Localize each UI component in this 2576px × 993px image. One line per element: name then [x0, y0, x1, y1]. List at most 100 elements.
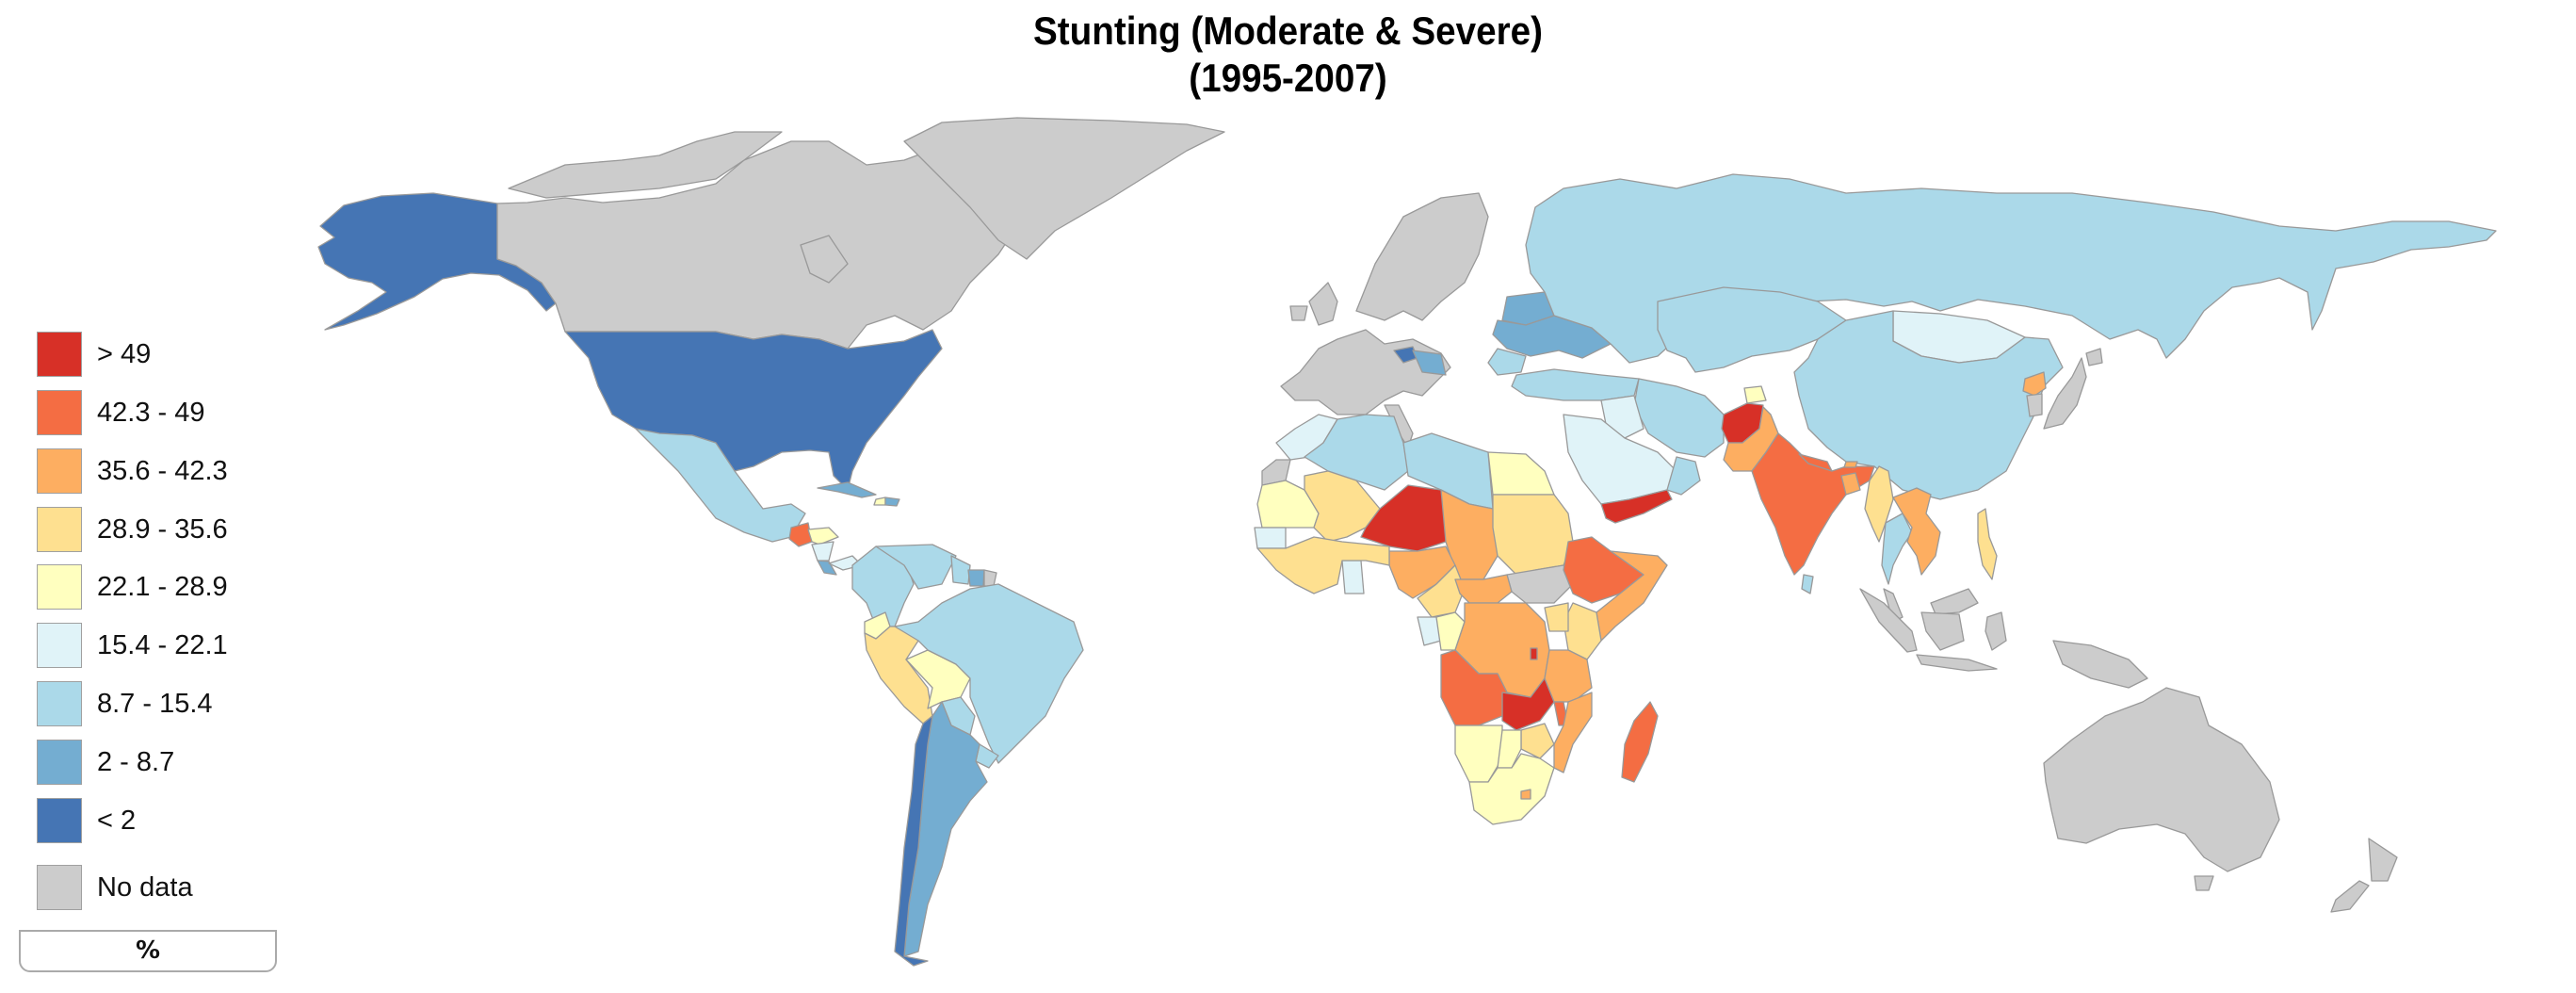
- region-australia: [2043, 687, 2280, 872]
- region-japan: [2043, 348, 2103, 430]
- region-madagascar: [1621, 701, 1659, 783]
- region-guyana: [950, 555, 971, 585]
- legend-swatch: [37, 564, 82, 610]
- region-papua-new-guinea: [2052, 640, 2148, 689]
- legend-swatch: [37, 865, 82, 910]
- region-turkey: [1511, 368, 1640, 401]
- legend-swatch: [37, 390, 82, 435]
- region-indonesia: [1859, 588, 2007, 672]
- legend-item-28-35: 28.9 - 35.6: [37, 507, 282, 554]
- legend-label: 35.6 - 42.3: [97, 456, 228, 486]
- legend-item-no-data: No data: [37, 865, 282, 912]
- legend-label: < 2: [97, 806, 137, 836]
- region-honduras: [807, 527, 839, 545]
- legend-swatch: [37, 681, 82, 726]
- title-line-2: (1995-2007): [1189, 56, 1387, 100]
- region-suriname: [967, 569, 985, 587]
- region-namibia: [1454, 724, 1503, 783]
- region-western-sahara: [1261, 459, 1291, 486]
- legend-item-42-49: 42.3 - 49: [37, 390, 282, 437]
- region-west-africa: [1256, 536, 1390, 594]
- legend-swatch: [37, 332, 82, 377]
- legend-item-15-22: 15.4 - 22.1: [37, 623, 282, 670]
- legend-item-22-28: 22.1 - 28.9: [37, 564, 282, 611]
- region-south-korea: [2026, 393, 2043, 417]
- region-zimbabwe: [1520, 723, 1555, 759]
- region-peru: [864, 626, 933, 724]
- region-chile: [894, 715, 933, 967]
- region-new-zealand: [2330, 838, 2398, 913]
- region-mali: [1304, 470, 1381, 543]
- region-venezuela: [875, 544, 957, 590]
- region-angola: [1440, 649, 1508, 726]
- region-south-africa: [1468, 753, 1555, 825]
- legend-label: No data: [97, 872, 193, 903]
- region-guatemala: [788, 522, 813, 547]
- region-ukraine: [1492, 315, 1612, 359]
- region-romania: [1487, 348, 1527, 376]
- region-dominican-republic: [884, 496, 900, 507]
- region-sri-lanka: [1801, 574, 1814, 594]
- region-philippines: [1977, 508, 1998, 580]
- legend-label: 2 - 8.7: [97, 747, 175, 777]
- region-united-states: [564, 329, 943, 491]
- region-costa-rica: [817, 560, 837, 576]
- region-uganda: [1544, 602, 1569, 632]
- legend-item-gt49: > 49: [37, 332, 282, 379]
- region-central-african-republic: [1454, 574, 1513, 604]
- region-south-sudan: [1506, 564, 1574, 604]
- legend-item-2-8: 2 - 8.7: [37, 740, 282, 787]
- region-senegal: [1254, 527, 1287, 549]
- region-bhutan: [1843, 461, 1858, 468]
- region-canada: [508, 131, 783, 199]
- region-tajikistan: [1743, 385, 1767, 404]
- legend-label: 8.7 - 15.4: [97, 689, 213, 719]
- region-thailand: [1881, 513, 1913, 585]
- region-australia: [2194, 875, 2214, 891]
- region-burundi: [1530, 647, 1538, 660]
- legend-label: > 49: [97, 339, 152, 369]
- legend-label: 22.1 - 28.9: [97, 572, 228, 602]
- region-china: [1793, 310, 2064, 500]
- legend-swatch: [37, 448, 82, 494]
- legend-swatch: [37, 507, 82, 552]
- region-brazil: [894, 583, 1084, 764]
- region-bosnia-serbia: [1412, 350, 1447, 376]
- region-bangladesh: [1840, 472, 1861, 496]
- region-iran: [1633, 378, 1725, 458]
- region-nicaragua: [811, 541, 834, 562]
- region-laos-vietnam-cambodia: [1892, 487, 1941, 576]
- title-line-1: Stunting (Moderate & Severe): [1032, 8, 1544, 53]
- unit-label-box: %: [19, 930, 277, 972]
- region-botswana: [1497, 729, 1522, 769]
- legend-label: 42.3 - 49: [97, 398, 205, 428]
- region-western-europe: [1289, 282, 1338, 326]
- region-tanzania: [1544, 649, 1593, 703]
- region-oman: [1666, 456, 1701, 496]
- region-somalia: [1596, 550, 1668, 642]
- legend-label: 28.9 - 35.6: [97, 514, 228, 545]
- legend-item-lt2: < 2: [37, 798, 282, 845]
- legend-item-35-42: 35.6 - 42.3: [37, 448, 282, 496]
- region-zambia: [1501, 677, 1555, 731]
- legend-swatch: [37, 740, 82, 785]
- region-mozambique: [1553, 692, 1593, 773]
- legend-item-8-15: 8.7 - 15.4: [37, 681, 282, 728]
- region-lesotho: [1520, 789, 1531, 800]
- region-ghana: [1341, 560, 1365, 594]
- region-scandinavia: [1355, 192, 1489, 321]
- region-greenland: [903, 117, 1225, 260]
- region-nepal: [1798, 453, 1833, 472]
- region-cuba: [817, 481, 877, 498]
- region-egypt: [1487, 451, 1555, 496]
- map-title: Stunting (Moderate & Severe) (1995-2007): [0, 8, 2576, 102]
- region-haiti: [873, 496, 886, 506]
- region-yemen: [1600, 489, 1673, 524]
- legend-label: 15.4 - 22.1: [97, 630, 228, 660]
- legend-swatch: [37, 623, 82, 668]
- legend-swatch: [37, 798, 82, 843]
- region-sudan: [1492, 494, 1574, 576]
- region-french-guiana: [983, 569, 997, 587]
- region-niger: [1360, 484, 1451, 552]
